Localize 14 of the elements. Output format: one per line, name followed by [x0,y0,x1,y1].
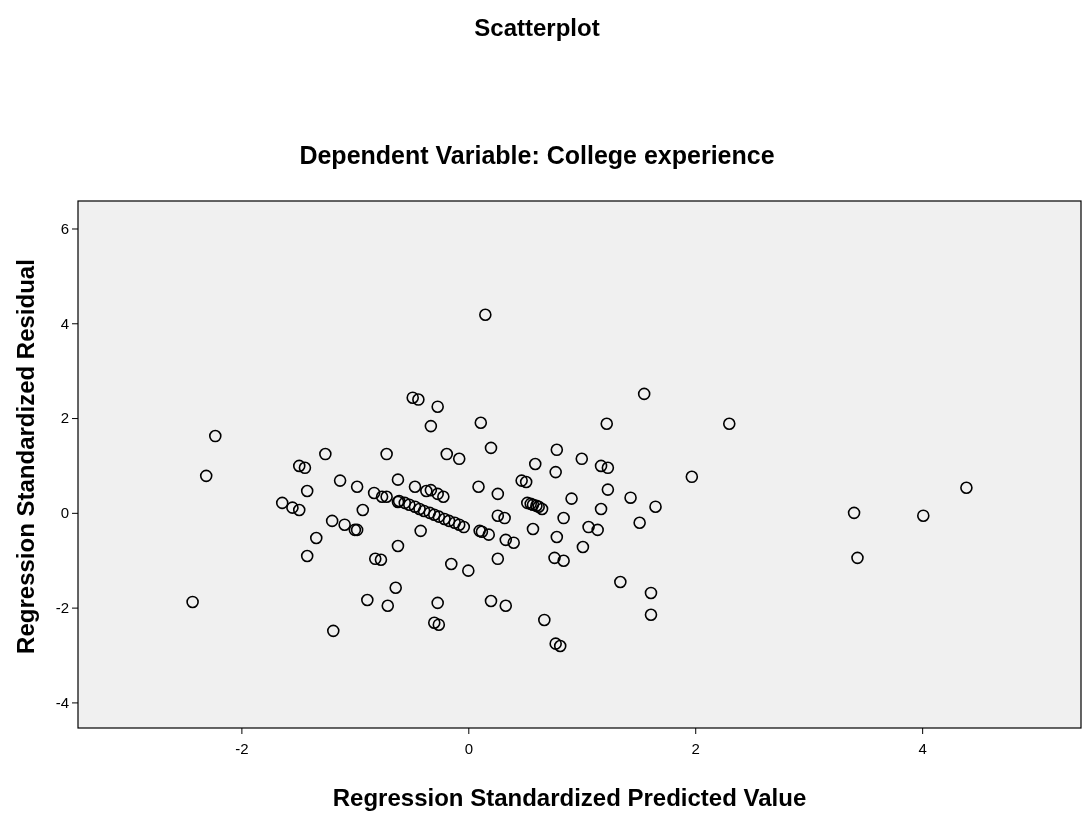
chart-subtitle: Dependent Variable: College experience [299,141,775,169]
x-axis-title: Regression Standardized Predicted Value [332,784,807,811]
x-tick-label: 4 [918,739,927,757]
y-tick-label: 2 [60,409,69,427]
y-tick-label: -4 [55,693,69,711]
y-tick-label: 0 [60,504,69,522]
x-tick-label: 0 [464,739,473,757]
x-tick-label: -2 [235,739,249,757]
x-tick-label: 2 [691,739,700,757]
y-tick-label: -2 [55,598,69,616]
y-tick-label: 6 [60,219,69,237]
chart-title: Scatterplot [474,14,600,41]
y-axis-title: Regression Standardized Residual [12,259,39,654]
y-tick-label: 4 [60,314,69,332]
